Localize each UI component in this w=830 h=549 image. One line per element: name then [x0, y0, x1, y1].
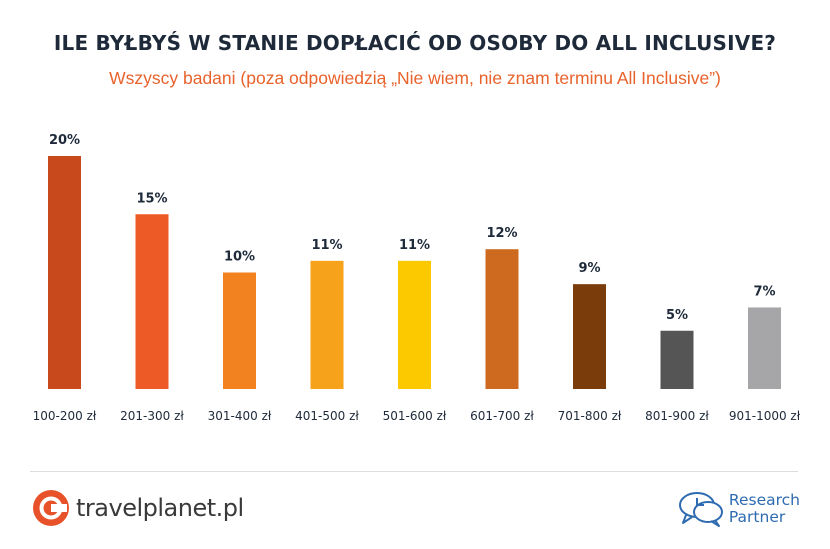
value-label-501-600: 11%: [399, 238, 430, 253]
value-label-401-500: 11%: [311, 238, 342, 253]
chart-subtitle: Wszyscy badani (poza odpowiedzią „Nie wi…: [109, 68, 721, 88]
bar-501-600: [398, 260, 431, 389]
research-partner-brand: Research Partner: [677, 488, 800, 530]
category-label-901-1000: 901-1000 zł: [729, 409, 801, 423]
category-label-201-300: 201-300 zł: [120, 409, 184, 423]
travelplanet-brand: travelplanet.pl: [32, 488, 244, 528]
research-partner-logo-icon: [678, 492, 723, 527]
chart-title: ILE BYŁBYŚ W STANIE DOPŁACIĆ OD OSOBY DO…: [53, 31, 777, 55]
category-label-801-900: 801-900 zł: [645, 409, 709, 423]
value-label-801-900: 5%: [666, 308, 688, 323]
value-label-601-700: 12%: [486, 226, 517, 241]
bar-801-900: [660, 330, 694, 389]
value-label-901-1000: 7%: [753, 284, 775, 299]
category-label-401-500: 401-500 zł: [295, 409, 359, 423]
value-label-301-400: 10%: [224, 250, 255, 265]
bar-chart: 20% 100-200 zł 15% 201-300 zł 10% 301-400 zł 1…: [33, 133, 801, 423]
bar-601-700: [485, 249, 519, 389]
research-partner-line1: Research: [728, 491, 800, 509]
value-label-201-300: 15%: [136, 191, 167, 206]
category-label-701-800: 701-800 zł: [558, 409, 622, 423]
category-label-501-600: 501-600 zł: [383, 409, 447, 423]
bar-701-800: [573, 284, 606, 389]
bar-301-400: [223, 272, 256, 389]
category-label-301-400: 301-400 zł: [208, 409, 272, 423]
research-partner-wordmark: Research Partner: [729, 492, 800, 526]
value-label-701-800: 9%: [578, 261, 600, 276]
footer-divider: [30, 471, 798, 472]
research-partner-line2: Partner: [728, 508, 786, 526]
bar-401-500: [310, 260, 344, 389]
travelplanet-wordmark: travelplanet.pl: [76, 494, 244, 522]
bar-100-200: [48, 156, 81, 389]
category-label-601-700: 601-700 zł: [470, 409, 534, 423]
travelplanet-logo-icon: [33, 490, 69, 526]
value-label-100-200: 20%: [49, 133, 80, 148]
bar-901-1000: [748, 307, 781, 389]
category-label-100-200: 100-200 zł: [33, 409, 97, 423]
bar-201-300: [135, 214, 169, 389]
